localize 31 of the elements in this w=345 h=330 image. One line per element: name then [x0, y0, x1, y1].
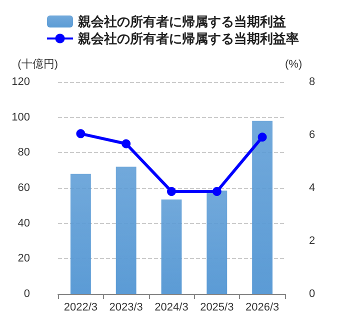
y-tick-label: 0: [24, 288, 30, 300]
point: [76, 129, 86, 138]
y-tick-label: 60: [18, 182, 30, 194]
bar: [70, 174, 91, 294]
bar: [206, 190, 228, 294]
y-tick-label: 100: [12, 111, 30, 124]
point: [122, 139, 131, 148]
bar: [252, 120, 273, 294]
legend-label: 親会社の所有者に帰属する当期利益率: [77, 31, 299, 46]
y2-tick-label: 4: [309, 182, 316, 194]
legend-label: 親会社の所有者に帰属する当期利益: [77, 14, 286, 29]
x-tick-label: 2024/3: [154, 302, 188, 314]
y2-tick-label: 0: [309, 288, 316, 300]
y-tick-label: 40: [18, 217, 30, 230]
x-tick-label: 2025/3: [200, 302, 234, 314]
x-tick-label: 2022/3: [64, 302, 98, 314]
bar: [161, 199, 182, 294]
y-axis-title: (十億円): [18, 58, 58, 70]
y-tick-label: 120: [12, 76, 30, 88]
bar: [116, 166, 136, 294]
y2-tick-label: 6: [309, 129, 316, 141]
y-tick-label: 80: [18, 146, 30, 159]
point: [258, 132, 267, 142]
y-tick-label: 20: [18, 252, 30, 265]
x-tick-label: 2026/3: [245, 302, 280, 314]
x-tick-label: 2023/3: [109, 302, 143, 314]
y2-axis-title: (%): [285, 58, 302, 70]
y2-tick-label: 8: [309, 76, 316, 88]
y2-tick-label: 2: [309, 235, 316, 247]
point: [212, 186, 222, 196]
point: [167, 186, 176, 196]
